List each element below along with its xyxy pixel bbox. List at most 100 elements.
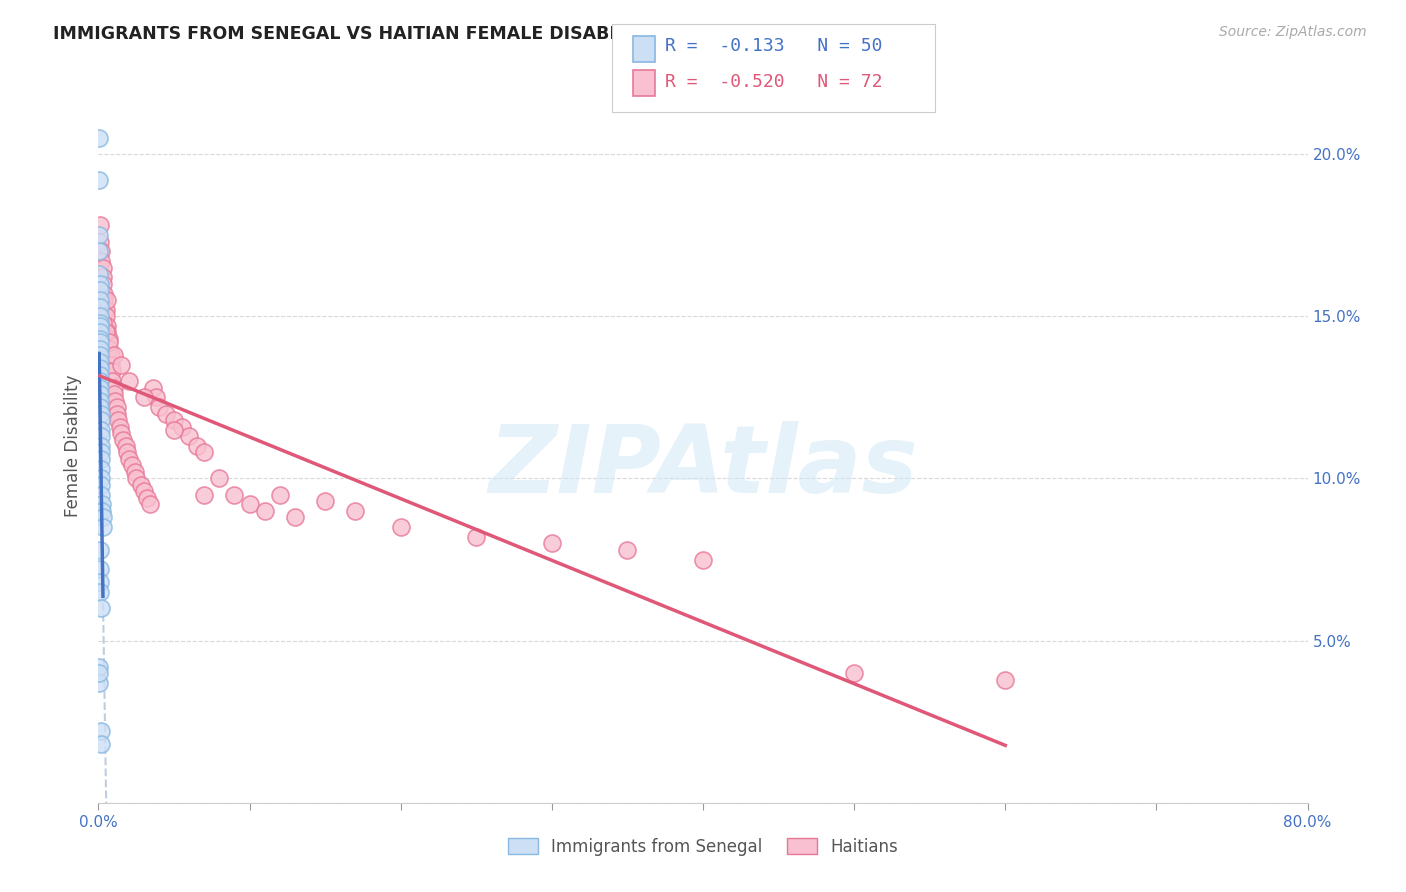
- Point: [90, 461, 112, 475]
- Point: [89, 666, 111, 681]
- Point: [94, 302, 117, 317]
- Point: [90, 601, 112, 615]
- Point: [89, 348, 111, 362]
- Point: [90, 244, 112, 259]
- Point: [89, 675, 111, 690]
- Point: [465, 530, 488, 544]
- Point: [132, 484, 155, 499]
- Point: [115, 445, 138, 459]
- Text: IMMIGRANTS FROM SENEGAL VS HAITIAN FEMALE DISABILITY CORRELATION CHART: IMMIGRANTS FROM SENEGAL VS HAITIAN FEMAL…: [53, 25, 873, 43]
- Point: [89, 228, 111, 243]
- Point: [89, 342, 111, 356]
- Point: [91, 277, 114, 291]
- Point: [103, 387, 125, 401]
- Point: [129, 478, 152, 492]
- Point: [89, 283, 111, 297]
- Point: [100, 358, 122, 372]
- Point: [344, 504, 367, 518]
- Point: [89, 219, 111, 233]
- Point: [389, 520, 412, 534]
- Point: [89, 368, 111, 382]
- Point: [163, 413, 186, 427]
- Point: [89, 393, 111, 408]
- Point: [90, 423, 112, 437]
- Point: [155, 407, 177, 421]
- Point: [90, 724, 112, 739]
- Point: [193, 445, 215, 459]
- Text: R =  -0.520   N = 72: R = -0.520 N = 72: [665, 73, 883, 91]
- Point: [104, 393, 127, 408]
- Point: [89, 562, 111, 576]
- Point: [94, 310, 117, 324]
- Point: [101, 374, 124, 388]
- Point: [91, 316, 114, 330]
- Point: [91, 510, 114, 524]
- Point: [284, 510, 307, 524]
- Point: [91, 260, 114, 275]
- Point: [125, 471, 148, 485]
- Point: [90, 413, 112, 427]
- Point: [121, 458, 143, 473]
- Point: [96, 293, 118, 307]
- Point: [89, 293, 111, 307]
- Point: [692, 552, 714, 566]
- Point: [89, 277, 111, 291]
- Point: [170, 419, 193, 434]
- Point: [91, 270, 114, 285]
- Point: [163, 423, 186, 437]
- Point: [110, 425, 132, 440]
- Point: [93, 293, 115, 307]
- Point: [89, 173, 111, 187]
- Point: [89, 131, 111, 145]
- Point: [89, 332, 111, 346]
- Point: [540, 536, 562, 550]
- Point: [269, 488, 291, 502]
- Point: [193, 488, 215, 502]
- Point: [90, 407, 112, 421]
- Point: [89, 316, 111, 330]
- Point: [124, 465, 146, 479]
- Point: [105, 400, 128, 414]
- Point: [179, 429, 201, 443]
- Point: [90, 445, 112, 459]
- Point: [314, 494, 336, 508]
- Point: [186, 439, 208, 453]
- Point: [89, 267, 111, 281]
- Point: [208, 471, 231, 485]
- Point: [90, 738, 112, 752]
- Point: [616, 542, 638, 557]
- Point: [94, 326, 117, 340]
- Point: [89, 542, 111, 557]
- Text: Source: ZipAtlas.com: Source: ZipAtlas.com: [1219, 25, 1367, 39]
- Point: [90, 488, 112, 502]
- Point: [89, 300, 111, 314]
- Point: [90, 429, 112, 443]
- Point: [139, 497, 162, 511]
- Point: [91, 520, 114, 534]
- Point: [98, 342, 121, 356]
- Point: [90, 254, 112, 268]
- Point: [96, 318, 118, 333]
- Point: [90, 478, 112, 492]
- Text: ZIPAtlas: ZIPAtlas: [488, 421, 918, 514]
- Point: [90, 471, 112, 485]
- Point: [89, 374, 111, 388]
- Point: [98, 335, 121, 350]
- Point: [148, 400, 170, 414]
- Point: [89, 361, 111, 376]
- Point: [89, 400, 111, 414]
- Point: [107, 413, 129, 427]
- Point: [118, 374, 141, 388]
- Point: [96, 326, 118, 340]
- Point: [114, 439, 136, 453]
- Point: [89, 310, 111, 324]
- Point: [89, 659, 111, 673]
- Point: [118, 452, 141, 467]
- Point: [145, 390, 167, 404]
- Point: [98, 332, 121, 346]
- Point: [132, 390, 155, 404]
- Point: [100, 348, 122, 362]
- Point: [90, 452, 112, 467]
- Point: [105, 407, 128, 421]
- Point: [89, 381, 111, 395]
